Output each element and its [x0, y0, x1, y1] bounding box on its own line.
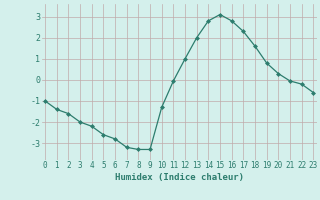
X-axis label: Humidex (Indice chaleur): Humidex (Indice chaleur)	[115, 173, 244, 182]
